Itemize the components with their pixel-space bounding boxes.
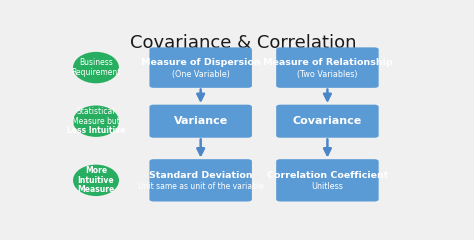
Text: (One Variable): (One Variable) xyxy=(172,70,229,78)
Text: Requirement: Requirement xyxy=(71,68,121,77)
FancyBboxPatch shape xyxy=(149,159,252,202)
Text: Standard Deviation: Standard Deviation xyxy=(149,171,253,180)
Ellipse shape xyxy=(73,52,119,83)
Ellipse shape xyxy=(73,165,119,196)
Text: Measure of Relationship: Measure of Relationship xyxy=(263,59,392,67)
Text: Variance: Variance xyxy=(173,116,228,126)
Text: Unit same as unit of the variable: Unit same as unit of the variable xyxy=(138,182,264,191)
Text: Business: Business xyxy=(79,58,113,67)
Text: More: More xyxy=(85,166,107,175)
Text: Less Intuitive: Less Intuitive xyxy=(67,126,125,135)
Text: Measure but: Measure but xyxy=(72,117,120,126)
FancyBboxPatch shape xyxy=(276,159,379,202)
Text: Intuitive: Intuitive xyxy=(78,176,114,185)
Ellipse shape xyxy=(73,106,119,137)
Text: Measure of Dispersion: Measure of Dispersion xyxy=(141,59,261,67)
FancyBboxPatch shape xyxy=(276,47,379,88)
Text: Correlation Coefficient: Correlation Coefficient xyxy=(267,171,388,180)
FancyBboxPatch shape xyxy=(149,105,252,138)
Text: Unitless: Unitless xyxy=(311,182,343,191)
Text: (Two Variables): (Two Variables) xyxy=(297,70,358,78)
Text: Covariance: Covariance xyxy=(293,116,362,126)
Text: Measure: Measure xyxy=(77,185,115,194)
Text: Covariance & Correlation: Covariance & Correlation xyxy=(130,34,356,52)
Text: Statistical: Statistical xyxy=(77,107,115,116)
FancyBboxPatch shape xyxy=(149,47,252,88)
FancyBboxPatch shape xyxy=(276,105,379,138)
